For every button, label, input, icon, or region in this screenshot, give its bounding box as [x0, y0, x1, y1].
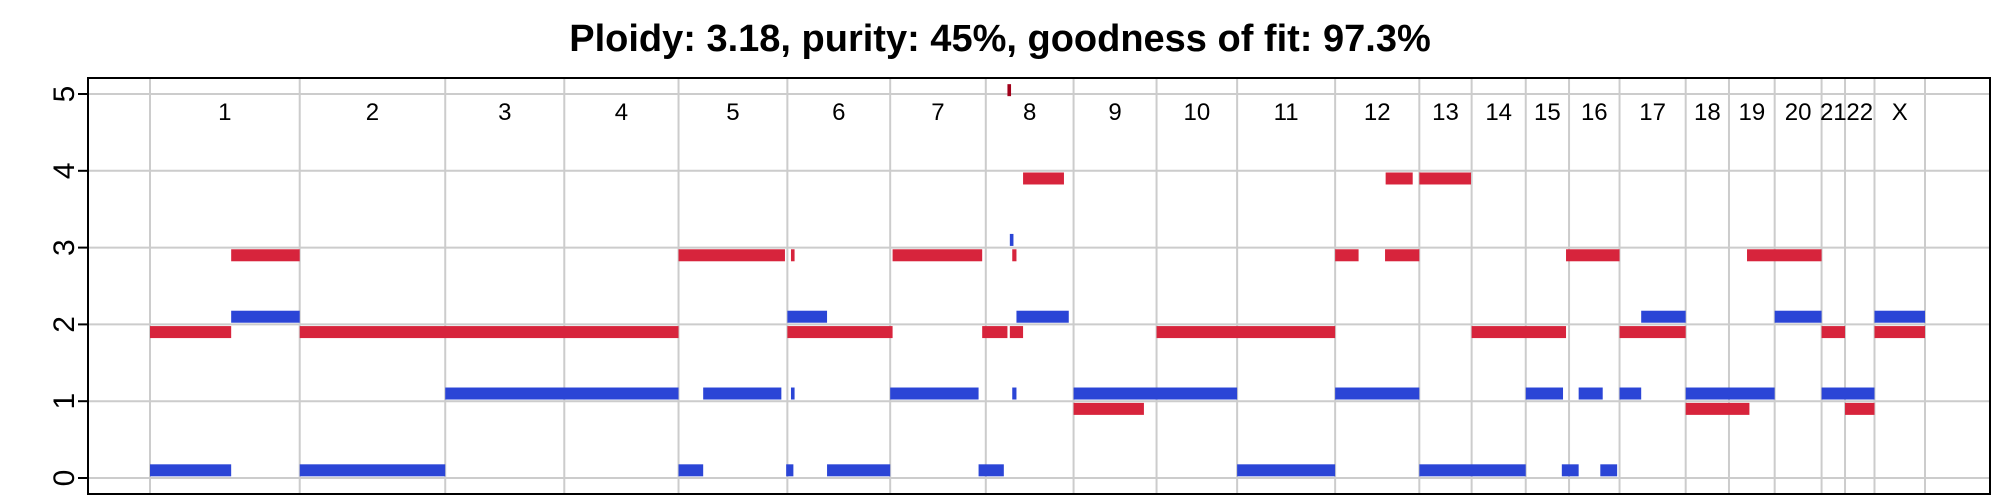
- chromosome-label: 3: [498, 99, 511, 126]
- cn-segment: [1821, 326, 1846, 339]
- cn-segment: [1774, 310, 1822, 323]
- chromosome-label: 10: [1183, 99, 1210, 126]
- chromosome-label: 14: [1485, 99, 1512, 126]
- cn-segment: [299, 464, 446, 477]
- cn-segment: [786, 464, 794, 477]
- cn-segment: [1619, 326, 1686, 339]
- cn-segment: [1073, 402, 1144, 415]
- cn-segment: [787, 326, 893, 339]
- cn-segment: [1874, 326, 1925, 339]
- cn-segment: [1009, 233, 1014, 246]
- cn-segment: [982, 326, 1008, 339]
- cn-segment: [1419, 464, 1526, 477]
- chromosome-label: 1: [218, 99, 231, 126]
- cn-segment: [150, 464, 232, 477]
- chromosome-label: 17: [1639, 99, 1666, 126]
- cn-segment: [1237, 464, 1336, 477]
- cn-segment: [892, 249, 983, 262]
- chromosome-label: 7: [931, 99, 944, 126]
- cn-segment: [1685, 402, 1750, 415]
- cn-segment: [790, 249, 795, 262]
- chromosome-label: 4: [615, 99, 628, 126]
- cn-segment: [299, 326, 679, 339]
- chromosome-label: 11: [1274, 99, 1299, 126]
- cn-segment: [787, 310, 828, 323]
- cn-segment: [1012, 249, 1017, 262]
- cn-segment: [445, 387, 679, 400]
- cn-segment: [150, 326, 232, 339]
- axis-layer: 0 1 2 3 4 5: [48, 86, 88, 487]
- cn-segment: [1385, 172, 1413, 185]
- cn-segment: [1385, 249, 1420, 262]
- chromosome-label: 2: [366, 99, 379, 126]
- chromosome-label: 21: [1820, 99, 1847, 126]
- cn-segment: [1747, 249, 1822, 262]
- ytick-label: 5: [48, 86, 81, 103]
- chromosome-label: 15: [1534, 99, 1561, 126]
- ytick-label: 2: [48, 316, 81, 333]
- ytick-label: 0: [48, 470, 81, 487]
- chromosome-labels: 1 2 3 4 5 6 7 8 9 10 11 12 13 14 15 16 17 18 19 20 21 22 X: [218, 99, 1908, 126]
- cn-segment: [827, 464, 891, 477]
- cn-segment: [231, 249, 300, 262]
- cn-segment: [1619, 387, 1642, 400]
- chart-title: Ploidy: 3.18, purity: 45%, goodness of f…: [569, 18, 1431, 60]
- cn-segment: [1641, 310, 1686, 323]
- cn-segment: [231, 310, 300, 323]
- cn-segment: [978, 464, 1004, 477]
- chromosome-label: 22: [1846, 99, 1873, 126]
- cn-segment: [1561, 464, 1579, 477]
- grid-layer: [88, 78, 1990, 494]
- cn-segment: [1335, 387, 1420, 400]
- cn-segment: [1009, 326, 1024, 339]
- chromosome-label: 12: [1364, 99, 1391, 126]
- cn-segment: [1012, 387, 1017, 400]
- cn-segment: [1600, 464, 1618, 477]
- cn-segment: [1821, 387, 1875, 400]
- chromosome-label: 20: [1785, 99, 1812, 126]
- cn-segment: [1874, 310, 1925, 323]
- chromosome-label: 8: [1023, 99, 1036, 126]
- chromosome-label: 9: [1108, 99, 1121, 126]
- cn-segment: [1566, 249, 1620, 262]
- cn-segment: [1156, 326, 1336, 339]
- segment-layer: [150, 84, 1925, 477]
- cn-segment: [890, 387, 979, 400]
- cn-segment: [678, 464, 704, 477]
- chromosome-label: X: [1892, 99, 1908, 126]
- cn-segment-outlier: [1007, 84, 1012, 97]
- chromosome-label: 16: [1581, 99, 1608, 126]
- cn-segment: [1335, 249, 1359, 262]
- cn-segment: [1016, 310, 1069, 323]
- cn-segment: [1845, 402, 1875, 415]
- chromosome-label: 5: [726, 99, 739, 126]
- chromosome-label: 13: [1432, 99, 1459, 126]
- cn-segment: [1685, 387, 1775, 400]
- cn-segment: [1578, 387, 1603, 400]
- chromosome-label: 6: [832, 99, 845, 126]
- cn-segment: [1073, 387, 1238, 400]
- cn-segment: [1419, 172, 1472, 185]
- cn-segment: [1023, 172, 1064, 185]
- ytick-label: 1: [48, 393, 81, 410]
- cn-segment: [1471, 326, 1567, 339]
- cn-segment: [678, 249, 785, 262]
- cn-segment: [703, 387, 782, 400]
- chromosome-label: 18: [1694, 99, 1721, 126]
- ytick-label: 4: [48, 162, 81, 179]
- chromosome-label: 19: [1738, 99, 1765, 126]
- cn-segment: [790, 387, 795, 400]
- cn-segment: [1525, 387, 1564, 400]
- plot-frame: [87, 77, 1991, 495]
- ytick-label: 3: [48, 239, 81, 256]
